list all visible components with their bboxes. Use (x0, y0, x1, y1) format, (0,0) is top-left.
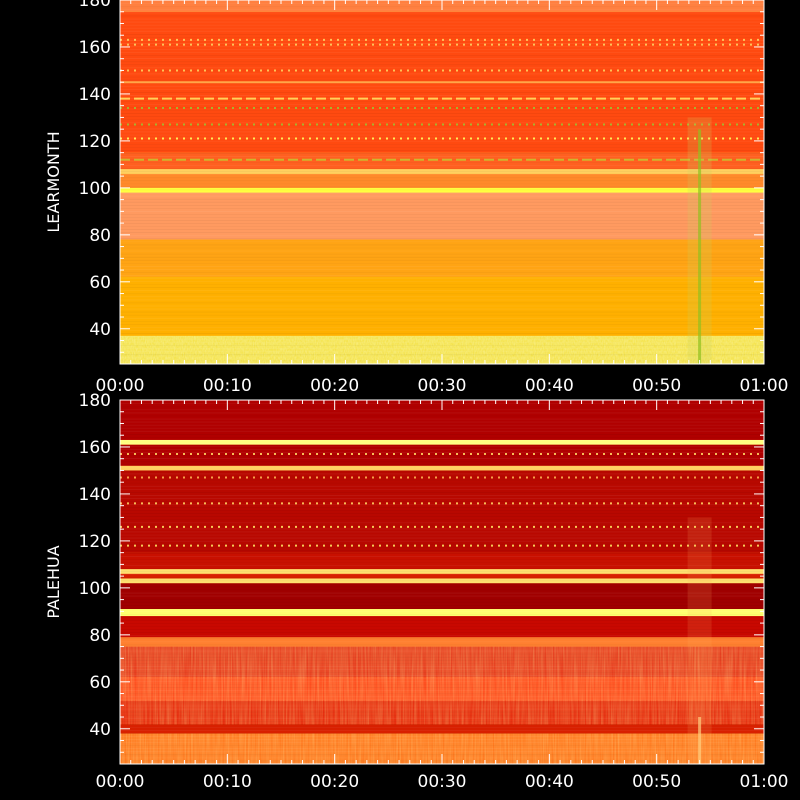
frequency-band (120, 609, 764, 617)
frequency-band (120, 552, 764, 570)
frequency-band (120, 578, 764, 584)
y-tick-label: 160 (79, 38, 111, 58)
frequency-band (120, 152, 764, 170)
y-tick-label: 100 (79, 579, 111, 599)
y-tick-label: 80 (89, 226, 111, 246)
learmonth-panel: 00:00 00:10 00:20 00:30 00:40 00:50 01:00 40 60 8… (44, 0, 789, 396)
band-noise (120, 646, 764, 678)
x-tick-label: 00:30 (418, 772, 467, 792)
plot-area (120, 400, 764, 764)
band-noise (120, 677, 764, 701)
y-tick-label: 80 (89, 626, 111, 646)
frequency-band (120, 616, 764, 638)
y-tick-label: 120 (79, 532, 111, 552)
x-tick-label: 00:30 (418, 376, 467, 396)
x-tick-label: 01:00 (740, 772, 789, 792)
x-tick-label: 00:10 (203, 772, 252, 792)
y-tick-label: 140 (79, 85, 111, 105)
y-tick-label: 40 (89, 720, 111, 740)
y-tick-label: 60 (89, 673, 111, 693)
frequency-band (120, 470, 764, 553)
x-tick-label: 00:50 (632, 772, 681, 792)
frequency-band (120, 192, 764, 240)
palehua-panel: 00:00 00:10 00:20 00:30 00:40 00:50 01:00 40 60 8… (44, 391, 789, 792)
x-tick-label: 00:50 (632, 376, 681, 396)
plot-area (120, 0, 764, 364)
frequency-band (120, 187, 764, 193)
y-tick-label: 140 (79, 485, 111, 505)
x-tick-label: 00:20 (310, 772, 359, 792)
y-tick-label: 40 (89, 320, 111, 340)
y-tick-label: 100 (79, 179, 111, 199)
y-axis-title: LEARMONTH (44, 131, 63, 232)
x-tick-label: 00:00 (96, 376, 145, 396)
y-axis-title: PALEHUA (44, 545, 63, 618)
x-tick-label: 00:40 (525, 772, 574, 792)
y-tick-label: 60 (89, 273, 111, 293)
frequency-band (120, 239, 764, 278)
frequency-band (120, 465, 764, 471)
frequency-band (120, 637, 764, 647)
band-noise (120, 700, 764, 725)
frequency-band (120, 569, 764, 574)
y-tick-label: 160 (79, 438, 111, 458)
frequency-band (120, 724, 764, 734)
frequency-band (120, 173, 764, 188)
frequency-band (120, 444, 764, 466)
frequency-band (120, 583, 764, 610)
x-tick-label: 00:40 (525, 376, 574, 396)
x-tick-label: 00:20 (310, 376, 359, 396)
x-tick-label: 00:10 (203, 376, 252, 396)
frequency-band (120, 169, 764, 174)
y-tick-label: 180 (79, 391, 111, 411)
y-tick-label: 180 (79, 0, 111, 11)
x-tick-label: 01:00 (740, 376, 789, 396)
frequency-band (120, 277, 764, 336)
frequency-band (120, 439, 764, 445)
y-tick-label: 120 (79, 132, 111, 152)
frequency-band (120, 573, 764, 579)
x-tick-label: 00:00 (96, 772, 145, 792)
